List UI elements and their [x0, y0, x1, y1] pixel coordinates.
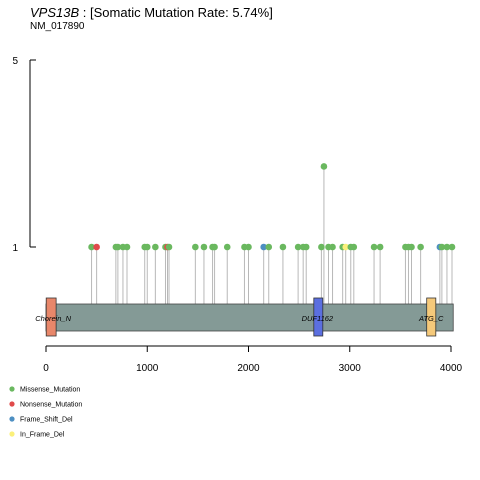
- transcript-id: NM_017890: [30, 21, 85, 32]
- legend: Missense_Mutation Nonsense_Mutation Frame_…: [9, 386, 82, 439]
- mutation-point: [152, 243, 159, 251]
- mutation-point: [294, 243, 302, 251]
- mutation-rate-label: : [Somatic Mutation Rate: 5.74%]: [82, 5, 273, 20]
- mutation-point: [165, 243, 173, 251]
- chart-title: VPS13B : [Somatic Mutation Rate: 5.74%]: [30, 5, 273, 20]
- mutation-point: [211, 243, 218, 251]
- legend-swatch: [9, 416, 15, 422]
- mutation-point: [329, 243, 336, 251]
- mutation-point: [342, 243, 350, 251]
- legend-label: Frame_Shift_Del: [20, 417, 73, 424]
- legend-swatch: [9, 401, 15, 407]
- mutation-point: [245, 243, 252, 251]
- x-tick-label: 2000: [237, 363, 260, 374]
- mutation-point: [260, 243, 267, 251]
- mutation-point: [448, 243, 456, 251]
- x-tick-label: 0: [43, 363, 49, 374]
- mutation-points: [88, 163, 456, 251]
- mutation-point: [302, 243, 310, 251]
- legend-label: In_Frame_Del: [20, 432, 65, 439]
- mutation-point: [417, 243, 424, 251]
- x-tick-label: 1000: [136, 363, 159, 374]
- mutation-point: [376, 243, 384, 251]
- legend-swatch: [9, 431, 15, 437]
- mutation-point: [438, 243, 446, 251]
- domain-label: DUF1162: [302, 314, 334, 323]
- protein-bar: [45, 303, 454, 332]
- mutation-point: [200, 243, 208, 251]
- y-tick-label: 5: [12, 56, 18, 67]
- mutation-point: [350, 243, 358, 251]
- x-tick-label: 3000: [339, 363, 362, 374]
- x-axis: 0 1000 2000 3000 4000: [43, 345, 463, 374]
- domain-box: [45, 297, 57, 337]
- domain-label: ATG_C: [418, 314, 444, 323]
- mutation-point: [88, 243, 95, 251]
- x-tick-label: 4000: [440, 363, 463, 374]
- mutation-point: [192, 243, 199, 251]
- protein-track: Chorein_N DUF1162 ATG_C: [35, 297, 454, 337]
- domain-box: [426, 297, 437, 337]
- domain-label: Chorein_N: [35, 314, 71, 323]
- mutation-point: [318, 243, 325, 251]
- y-tick-label: 1: [12, 243, 18, 254]
- mutation-point: [123, 243, 131, 251]
- domain-box: [313, 297, 324, 337]
- legend-label: Missense_Mutation: [20, 387, 80, 394]
- legend-label: Nonsense_Mutation: [20, 402, 82, 409]
- mutation-point: [143, 243, 151, 251]
- mutation-point: [408, 243, 415, 251]
- legend-swatch: [9, 386, 15, 392]
- gene-name: VPS13B: [30, 5, 80, 20]
- mutation-stems: [91, 166, 453, 305]
- mutation-point: [279, 243, 287, 251]
- mutation-point: [320, 163, 328, 170]
- mutation-point: [114, 243, 122, 251]
- y-axis: 15: [12, 56, 36, 254]
- mutation-point: [265, 243, 273, 251]
- mutation-point: [223, 243, 231, 251]
- mutation-point: [93, 243, 100, 251]
- mutation-point: [370, 243, 378, 251]
- mutation-point: [443, 243, 451, 251]
